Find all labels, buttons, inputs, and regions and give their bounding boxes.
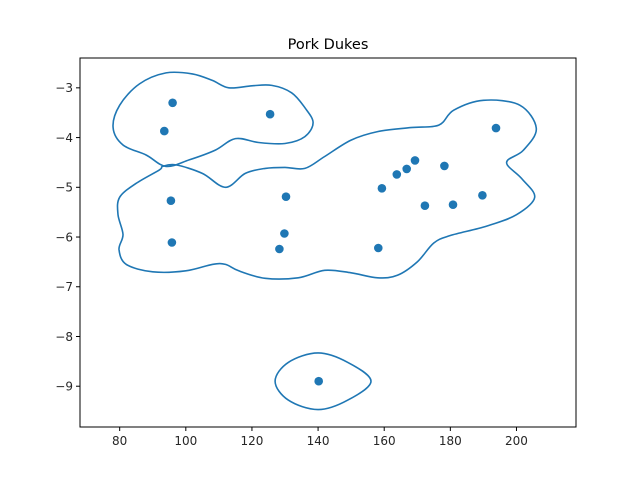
contour-line-1 [112,71,314,168]
scatter-point-14 [420,201,430,210]
y-tick-label: −9 [55,380,73,394]
x-tick-label: 200 [505,434,528,448]
scatter-point-10 [392,170,402,179]
y-tick-label: −3 [55,81,73,95]
chart-title: Pork Dukes [288,37,369,53]
contour-line-2 [116,99,538,280]
x-tick-label: 100 [174,434,197,448]
scatter-point-5 [167,238,177,247]
y-tick-label: −4 [55,131,73,145]
axes-frame [79,57,577,428]
scatter-point-18 [374,243,383,253]
y-tick-label: −5 [55,181,73,195]
scatter-point-3 [265,109,275,119]
scatter-point-8 [275,244,284,254]
axes: 80 100 120 140 160 180 200 −3 −4 −5 −6 −7 −8 −9 [55,81,528,448]
x-tick-label: 180 [439,434,462,448]
x-tick-label: 120 [240,434,263,448]
x-tick-label: 160 [373,434,396,448]
y-tick-label: −6 [55,230,73,244]
contour-line-3 [274,352,372,411]
plot-area [112,71,538,411]
scatter-point-17 [491,123,501,133]
scatter-point-19 [314,376,324,386]
scatter-point-11 [402,164,412,174]
scatter-point-15 [448,200,458,209]
scatter-point-2 [160,126,169,136]
scatter-point-4 [166,196,176,205]
x-tick-label: 140 [307,434,330,448]
scatter-point-13 [440,161,449,171]
y-tick-label: −8 [55,330,73,344]
scatter-point-7 [280,229,289,238]
x-tick-label: 80 [112,434,127,448]
scatter-point-12 [410,156,420,165]
scatter-point-1 [168,98,177,108]
scatter-point-9 [377,184,387,193]
scatter-point-16 [478,191,487,200]
scatter-point-6 [281,192,291,201]
y-tick-label: −7 [55,280,73,294]
